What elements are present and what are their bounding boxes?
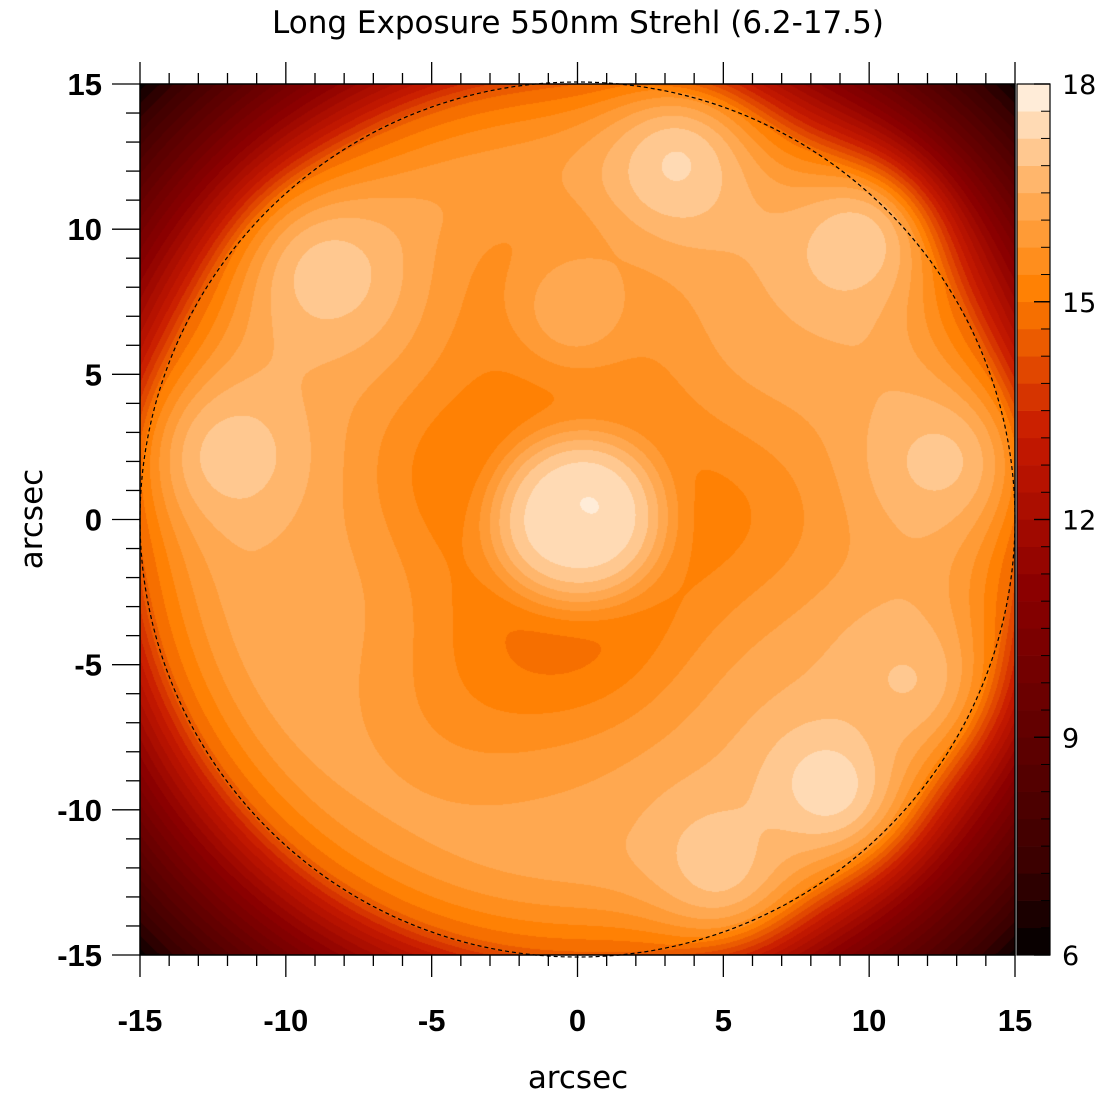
colorbar-segment bbox=[1017, 328, 1050, 357]
colorbar-segment bbox=[1017, 900, 1050, 929]
y-tick-label: 0 bbox=[85, 503, 102, 538]
y-tick-label: -5 bbox=[74, 648, 102, 683]
y-tick-label: 10 bbox=[68, 212, 102, 247]
colorbar-tick-label: 12 bbox=[1062, 506, 1096, 537]
x-tick-label: 15 bbox=[998, 1003, 1032, 1038]
colorbar-tick-label: 18 bbox=[1062, 70, 1096, 101]
x-tick-label: 0 bbox=[569, 1003, 586, 1038]
colorbar-segment bbox=[1017, 764, 1050, 792]
y-axis-ticks: 15 10 5 0 -5 -10 -15 bbox=[57, 67, 140, 973]
colorbar-segment bbox=[1017, 383, 1050, 411]
colorbar-segment bbox=[1017, 519, 1050, 548]
plot-area bbox=[139, 81, 1016, 958]
strehl-heatmap bbox=[140, 84, 1015, 955]
colorbar-segment bbox=[1017, 465, 1050, 493]
colorbar-segment bbox=[1017, 601, 1050, 629]
colorbar-segment bbox=[1017, 410, 1050, 439]
colorbar-segment bbox=[1017, 710, 1050, 738]
colorbar-segment bbox=[1017, 546, 1050, 575]
colorbar-segment bbox=[1017, 737, 1050, 765]
x-tick-label: 10 bbox=[852, 1003, 886, 1038]
colorbar-segment bbox=[1017, 628, 1050, 656]
colorbar-segment bbox=[1017, 111, 1050, 139]
chart-title: Long Exposure 550nm Strehl (6.2-17.5) bbox=[272, 5, 884, 41]
colorbar-segment bbox=[1017, 927, 1050, 956]
colorbar-segment bbox=[1017, 301, 1050, 330]
x-axis-label: arcsec bbox=[528, 1060, 628, 1096]
y-tick-label: -15 bbox=[57, 938, 102, 973]
y-tick-label: 5 bbox=[85, 357, 102, 392]
colorbar-tick-label: 6 bbox=[1062, 941, 1079, 972]
colorbar-segment bbox=[1017, 655, 1050, 684]
colorbar-segment bbox=[1017, 165, 1050, 194]
x-axis-ticks: -15 -10 -5 0 5 10 15 bbox=[118, 62, 1032, 1038]
colorbar-segment bbox=[1017, 492, 1050, 520]
colorbar-segment bbox=[1017, 220, 1050, 248]
colorbar-segment bbox=[1017, 84, 1050, 112]
colorbar-segment bbox=[1017, 791, 1050, 820]
colorbar-segment bbox=[1017, 873, 1050, 901]
x-tick-label: -10 bbox=[263, 1003, 308, 1038]
y-tick-label: 15 bbox=[68, 67, 102, 102]
x-tick-label: -15 bbox=[118, 1003, 163, 1038]
colorbar-tick-label: 9 bbox=[1062, 723, 1079, 754]
x-tick-label: -5 bbox=[418, 1003, 446, 1038]
colorbar-segment bbox=[1017, 247, 1050, 275]
colorbar-segment bbox=[1017, 138, 1050, 166]
colorbar-segment bbox=[1017, 356, 1050, 384]
y-tick-label: -10 bbox=[57, 793, 102, 828]
colorbar: 18 15 12 9 6 bbox=[1016, 70, 1096, 972]
colorbar-tick-label: 15 bbox=[1062, 288, 1096, 319]
colorbar-segment bbox=[1017, 682, 1050, 711]
x-tick-label: 5 bbox=[715, 1003, 732, 1038]
colorbar-segment bbox=[1017, 573, 1050, 602]
colorbar-segment bbox=[1017, 846, 1050, 874]
colorbar-segment bbox=[1017, 274, 1050, 303]
y-axis-label: arcsec bbox=[14, 469, 50, 569]
colorbar-segment bbox=[1017, 437, 1050, 466]
colorbar-segment bbox=[1017, 192, 1050, 221]
colorbar-segment bbox=[1017, 818, 1050, 847]
